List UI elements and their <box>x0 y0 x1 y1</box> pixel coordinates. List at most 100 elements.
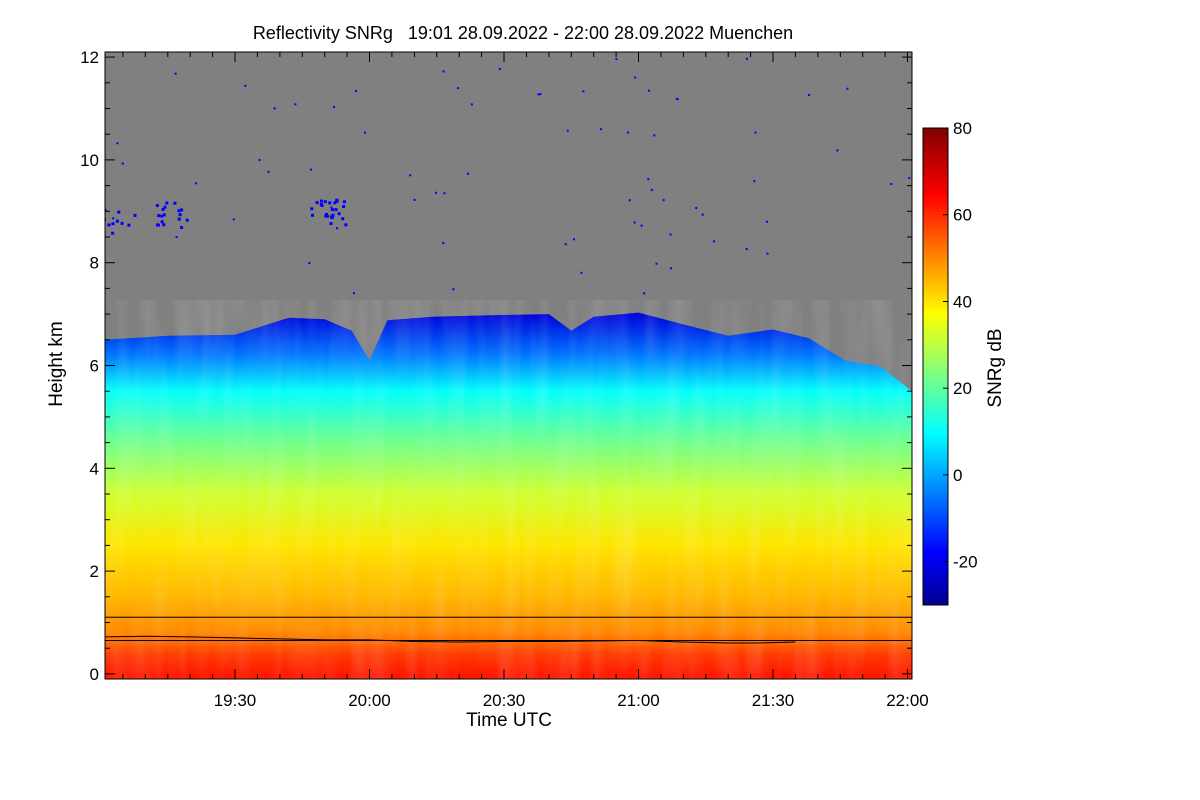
echo-dot <box>331 213 335 217</box>
echo-dot <box>127 223 131 227</box>
colorbar: -20 0 20 40 60 80 SNRg dB <box>922 119 1006 606</box>
echo-dot <box>244 84 247 87</box>
echo-dot <box>765 220 768 223</box>
echo-dot <box>890 183 893 185</box>
echo-dot <box>413 198 416 201</box>
colorbar-tick-label: 0 <box>953 466 962 485</box>
echo-dot <box>363 131 366 134</box>
echo-dot <box>157 214 161 218</box>
echo-dot <box>341 217 345 221</box>
plot-area <box>104 51 913 680</box>
x-tick-label: 21:00 <box>617 691 660 710</box>
x-tick-label: 22:00 <box>886 691 929 710</box>
x-axis-label: Time UTC <box>466 710 552 731</box>
echo-dot <box>615 58 618 61</box>
echo-dot <box>156 223 160 227</box>
y-tick-label: 10 <box>80 151 99 170</box>
overlay-lines <box>105 616 912 644</box>
echo-dot <box>344 223 348 227</box>
echo-dot <box>342 200 346 204</box>
echo-dot <box>467 172 470 175</box>
y-tick-label: 12 <box>80 48 99 67</box>
echo-dot <box>670 267 673 270</box>
sparse-echo-dots <box>105 57 911 295</box>
echo-dot <box>701 213 704 216</box>
echo-dot <box>180 226 184 229</box>
echo-dot <box>564 243 567 246</box>
echo-dot <box>335 199 339 203</box>
echo-dot <box>336 227 338 230</box>
echo-dot <box>599 128 602 131</box>
echo-dot <box>653 134 656 137</box>
echo-dot <box>640 224 643 227</box>
y-axis: 0 2 4 6 8 10 12 <box>80 48 912 684</box>
echo-dot <box>754 131 757 134</box>
echo-dot <box>498 68 501 70</box>
x-tick-label: 21:30 <box>752 691 795 710</box>
echo-dot <box>443 192 446 195</box>
echo-dot <box>908 177 911 179</box>
x-tick-label: 20:30 <box>483 691 526 710</box>
echo-dot <box>334 208 338 212</box>
echo-dot <box>713 240 716 243</box>
x-tick-label: 19:30 <box>214 691 257 710</box>
echo-dot <box>162 223 166 227</box>
echo-dot <box>107 223 111 227</box>
echo-dot <box>117 210 121 214</box>
echo-dot <box>456 87 459 90</box>
echo-dot <box>310 168 313 171</box>
echo-dot <box>116 142 119 145</box>
echo-dot <box>133 213 137 217</box>
echo-dot <box>328 201 332 205</box>
echo-dot <box>177 217 181 221</box>
colorbar-tick-label: 40 <box>953 293 972 312</box>
echo-dot <box>582 90 585 93</box>
echo-dot <box>326 214 329 218</box>
echo-dot <box>311 213 314 217</box>
echo-dot <box>633 221 636 224</box>
echo-dot <box>310 207 314 211</box>
colorbar-tick-label: 80 <box>953 119 972 138</box>
echo-dot <box>808 94 811 96</box>
echo-dot <box>177 209 181 213</box>
echo-dot <box>308 262 311 265</box>
echo-dot <box>273 107 276 110</box>
echo-dot <box>648 89 651 92</box>
echo-dot <box>232 218 235 221</box>
echo-dot <box>650 188 653 191</box>
echo-dot <box>580 271 583 274</box>
echo-dot <box>695 207 698 209</box>
echo-dot <box>155 204 159 207</box>
y-tick-label: 4 <box>90 459 99 478</box>
echo-dot <box>160 214 164 218</box>
colorbar-ticks: -20 0 20 40 60 80 <box>943 119 978 572</box>
echo-dot <box>566 129 569 132</box>
colorbar-tick-label: 60 <box>953 206 972 225</box>
echo-dot <box>355 90 357 92</box>
x-tick-label: 20:00 <box>348 691 391 710</box>
echo-dot <box>294 103 297 106</box>
echo-dot <box>342 205 346 208</box>
echo-dot <box>115 219 119 223</box>
colorbar-scale <box>922 127 949 606</box>
echo-dot <box>329 222 333 225</box>
echo-dot <box>163 205 167 209</box>
echo-dot <box>185 218 189 222</box>
x-axis: 19:30 20:00 20:30 21:00 21:30 22:00 <box>122 52 929 710</box>
echo-dot <box>337 212 341 216</box>
colorbar-tick-label: -20 <box>953 553 978 572</box>
echo-dot <box>165 201 169 205</box>
echo-dot <box>120 221 124 225</box>
echo-dot <box>324 214 328 218</box>
echo-dot <box>194 182 197 185</box>
echo-dot <box>470 103 473 106</box>
echo-dot <box>676 98 679 101</box>
echo-dot <box>537 93 540 96</box>
echo-dot <box>105 209 107 213</box>
echo-dot <box>442 70 445 73</box>
echo-dot <box>628 199 631 202</box>
colorbar-label: SNRg dB <box>985 328 1006 407</box>
y-tick-label: 8 <box>90 254 99 273</box>
echo-dot <box>846 87 849 90</box>
